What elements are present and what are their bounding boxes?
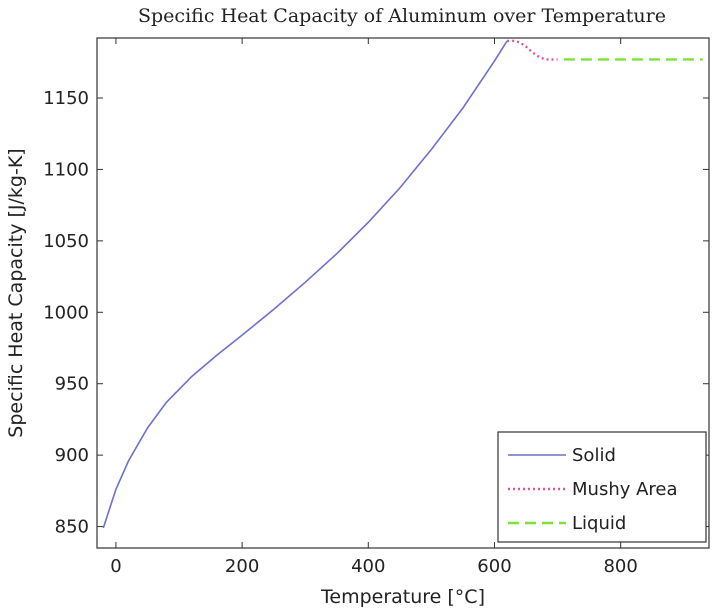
y-tick-label: 1150 [43,88,89,109]
series-solid [102,40,508,529]
y-tick-label: 1000 [43,302,89,323]
legend-label-solid: Solid [572,445,616,466]
y-tick-label: 900 [55,445,89,466]
x-tick-label: 800 [603,556,637,577]
axis-ticks: 0 200 400 600 800 850 900 950 1000 1050 1100 1150 [43,38,709,577]
legend-label-mushy-area: Mushy Area [572,479,678,500]
y-tick-label: 950 [55,374,89,395]
y-tick-label: 1100 [43,159,89,180]
y-tick-label: 850 [55,517,89,538]
x-tick-label: 0 [110,556,121,577]
y-tick-label: 1050 [43,231,89,252]
legend: Solid Mushy Area Liquid [497,431,707,543]
x-tick-label: 400 [351,556,385,577]
x-axis-label: Temperature [°C] [320,586,485,608]
chart-title: Specific Heat Capacity of Aluminum over … [138,5,666,27]
x-tick-label: 200 [225,556,259,577]
series-layer [102,39,703,529]
y-axis-label: Specific Heat Capacity [J/kg-K] [5,148,27,437]
x-tick-label: 600 [477,556,511,577]
legend-label-liquid: Liquid [572,513,626,534]
